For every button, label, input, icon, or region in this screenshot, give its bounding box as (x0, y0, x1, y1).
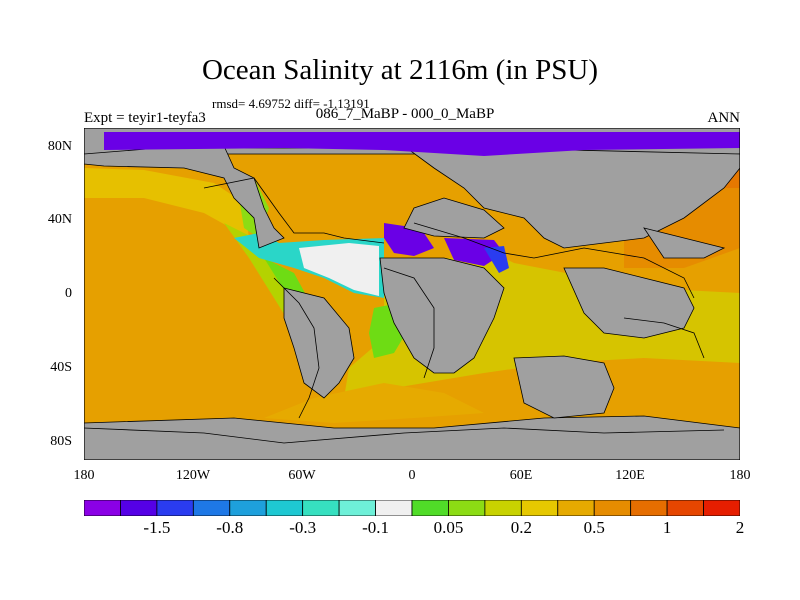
lon-tick-120w: 120W (175, 468, 211, 483)
map-canvas (83, 127, 741, 461)
lat-tick-80n: 80N (47, 139, 72, 154)
colorbar-box (229, 499, 267, 517)
lat-tick-0: 0 (65, 286, 72, 301)
map-title: Ocean Salinity at 2116m (in PSU) (201, 54, 599, 86)
colorbar-box (192, 499, 231, 517)
tethys-purple-west (384, 223, 434, 256)
rmsd-diff-stats: rmsd= 4.69752 diff= -1.13191 (212, 96, 370, 111)
colorbar-tick-label: 0.05 (433, 518, 464, 537)
atlantic-white (299, 243, 379, 296)
lon-tick-60e: 60E (509, 468, 533, 483)
coastlines (83, 177, 725, 444)
southern-ocean-band (264, 383, 484, 423)
land-masses (83, 127, 741, 461)
lat-tick-40s: 40S (50, 360, 72, 375)
arctic-purple (104, 132, 740, 156)
colorbar-box (520, 499, 559, 517)
lon-tick-180e: 180 (729, 468, 751, 483)
lon-tick-180w: 180 (73, 468, 95, 483)
colorbar-box (156, 499, 194, 517)
experiment-label: Expt = teyir1-teyfa3 (84, 110, 206, 126)
colorbar-box (557, 499, 595, 517)
colorbar-tick-label: 0.2 (510, 518, 532, 537)
colorbar (83, 499, 741, 517)
lon-tick-0: 0 (408, 468, 416, 483)
colorbar-box (411, 499, 449, 517)
experiment-periods: 086_7_MaBP - 000_0_MaBP (315, 106, 495, 122)
colorbar-box (302, 499, 340, 517)
colorbar-tick-label: -0.3 (289, 518, 317, 537)
lat-tick-80s: 80S (50, 434, 72, 449)
tethys-purple-east (444, 238, 504, 266)
colorbar-box (484, 499, 522, 517)
season-label: ANN (707, 110, 741, 126)
salinity-map (83, 127, 741, 461)
colorbar-tick-label: -0.1 (362, 518, 389, 537)
colorbar-box (265, 499, 304, 517)
colorbar-box (120, 499, 158, 517)
colorbar-box (83, 499, 121, 517)
colorbar-box (338, 499, 376, 517)
lon-tick-60w: 60W (288, 468, 316, 483)
colorbar-box (666, 499, 704, 517)
colorbar-tick-label: -0.8 (216, 518, 244, 537)
colorbar-box (375, 499, 413, 517)
colorbar-box (630, 499, 668, 517)
colorbar-boxes (83, 499, 741, 517)
colorbar-box (593, 499, 632, 517)
lon-tick-120e: 120E (615, 468, 645, 483)
north-pacific-yellow (84, 168, 249, 238)
colorbar-tick-label: 0.5 (583, 518, 605, 537)
colorbar-tick-label: 2 (735, 518, 745, 537)
colorbar-box (448, 499, 486, 517)
colorbar-tick-label: -1.5 (143, 518, 171, 537)
colorbar-tick-label: 1 (662, 518, 672, 537)
colorbar-box (703, 499, 741, 517)
lat-tick-40n: 40N (47, 212, 72, 227)
